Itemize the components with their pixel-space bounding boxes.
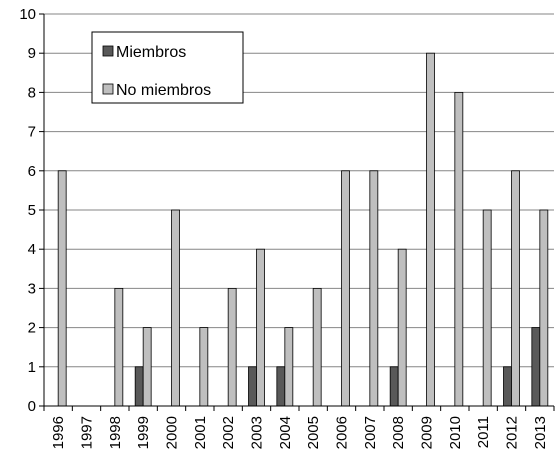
x-tick-label: 1996 <box>50 416 67 449</box>
x-tick-label: 2003 <box>249 416 266 449</box>
x-tick-label: 2007 <box>362 416 379 449</box>
x-tick-labels: 1996 1997 1998 1999 2000 2001 2002 2003 2004 2005… <box>50 416 549 449</box>
x-tick-label: 1997 <box>79 416 96 449</box>
bar-no-miembros-2009 <box>426 52 435 407</box>
bar-no-miembros-2006 <box>341 170 350 407</box>
bar-miembros-2013 <box>531 327 541 407</box>
bar-no-miembros-2012 <box>511 170 520 407</box>
bar-no-miembros-1998 <box>114 287 124 407</box>
y-tick-label: 9 <box>28 45 36 62</box>
y-tick-label: 1 <box>28 359 36 376</box>
x-tick-label: 2002 <box>220 416 237 449</box>
x-tick-label: 2008 <box>390 416 407 449</box>
x-tick-label: 2009 <box>419 416 436 449</box>
bar-no-miembros-2000 <box>171 209 180 407</box>
bar-no-miembros-2004 <box>284 327 294 407</box>
legend-label-miembros: Miembros <box>116 44 186 61</box>
bar-no-miembros-2007 <box>369 170 379 407</box>
y-tick-label: 3 <box>28 280 36 297</box>
x-tick-label: 2010 <box>447 416 464 449</box>
x-tick-label: 2011 <box>475 416 492 448</box>
y-tick-label: 10 <box>19 6 36 23</box>
bar-no-miembros-2001 <box>199 327 209 407</box>
legend-box <box>91 31 244 104</box>
bar-no-miembros-2002 <box>227 287 237 407</box>
x-tick-label: 2000 <box>164 416 181 449</box>
x-tick-label: 2006 <box>334 416 351 449</box>
bar-miembros-2004 <box>276 366 286 407</box>
y-tick-label: 8 <box>28 84 36 101</box>
legend-swatch-miembros <box>102 45 114 57</box>
bar-no-miembros-2013 <box>539 209 549 407</box>
y-tick-label: 5 <box>28 202 36 219</box>
y-tick-label: 0 <box>28 398 36 415</box>
axes <box>39 13 555 411</box>
bar-no-miembros-2003 <box>256 248 265 407</box>
x-tick-label: 2004 <box>277 416 294 449</box>
bar-no-miembros-2005 <box>312 287 322 407</box>
x-tick-label: 1999 <box>135 416 152 449</box>
y-tick-label: 2 <box>28 320 36 337</box>
bar-no-miembros-2008 <box>397 248 407 407</box>
x-tick-label: 2001 <box>192 416 209 449</box>
bar-miembros-2008 <box>389 366 399 407</box>
x-tick-label: 1998 <box>107 416 124 449</box>
legend: Miembros No miembros <box>91 31 244 104</box>
bar-miembros-2012 <box>503 366 512 407</box>
y-tick-label: 6 <box>28 163 36 180</box>
bar-no-miembros-1999 <box>142 327 152 407</box>
bar-no-miembros-2011 <box>482 209 492 407</box>
x-tick-label: 2013 <box>532 416 549 449</box>
bar-no-miembros-2010 <box>454 92 464 407</box>
legend-swatch-no-miembros <box>102 83 114 95</box>
y-tick-label: 7 <box>28 124 36 141</box>
bar-miembros-1999 <box>134 366 144 407</box>
bar-miembros-2003 <box>248 366 257 407</box>
x-tick-label: 2005 <box>305 416 322 449</box>
y-tick-labels: 0 1 2 3 4 5 6 7 8 9 10 <box>19 6 36 415</box>
legend-label-no-miembros: No miembros <box>116 82 211 99</box>
x-tick-label: 2012 <box>504 416 521 449</box>
gridlines <box>44 13 554 368</box>
y-tick-label: 4 <box>28 241 36 258</box>
bar-no-miembros-1996 <box>57 170 67 407</box>
bars <box>57 52 549 407</box>
